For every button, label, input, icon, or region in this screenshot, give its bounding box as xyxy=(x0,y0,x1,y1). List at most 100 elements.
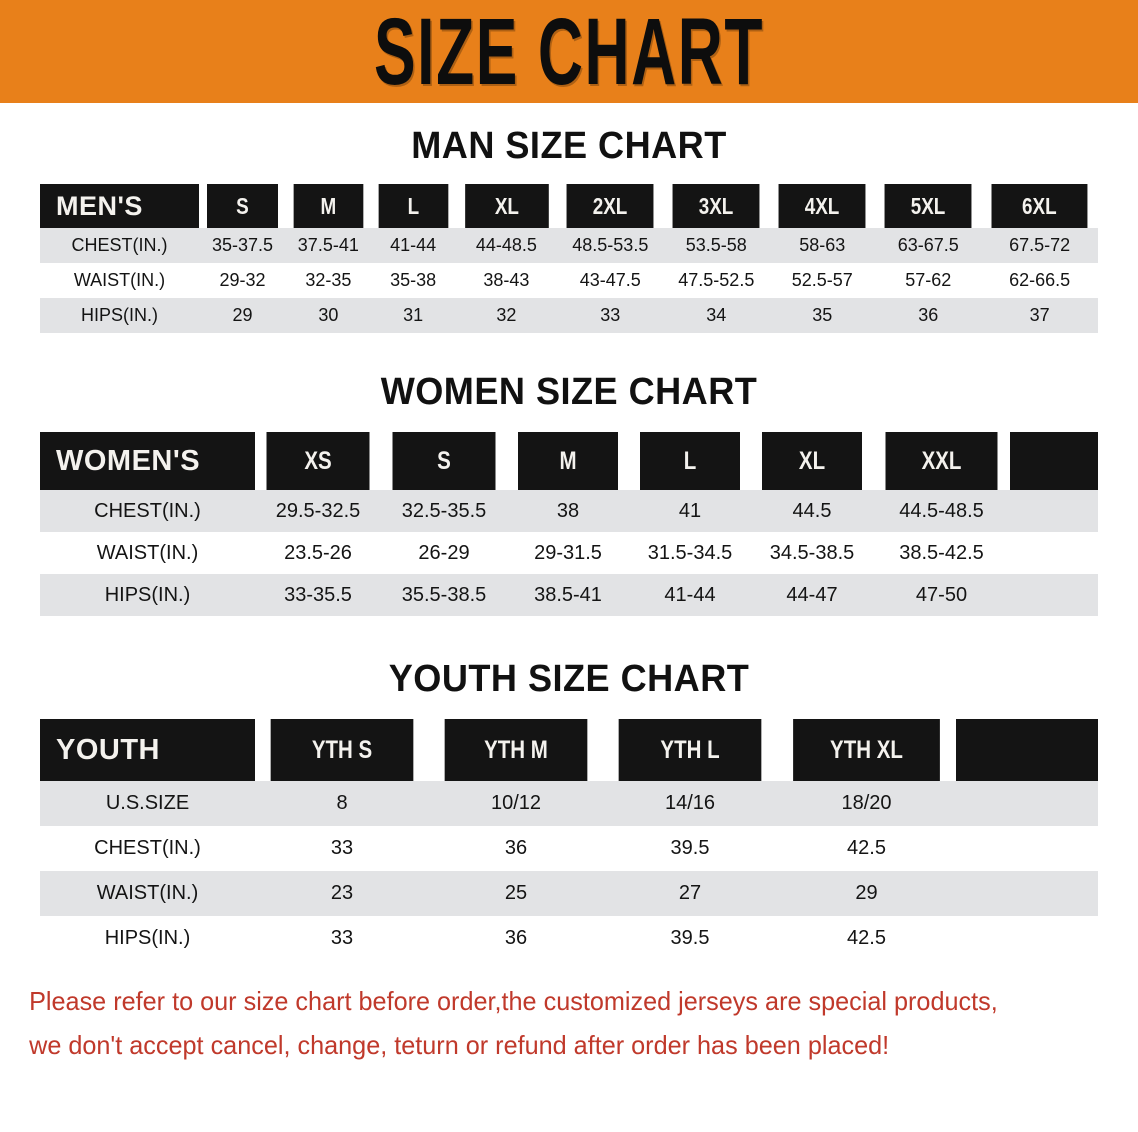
table-cell: 38.5-41 xyxy=(507,574,629,616)
table-cell: 38-43 xyxy=(455,263,558,298)
table-cell: 38 xyxy=(507,490,629,532)
table-row: WAIST(IN.) 29-32 32-35 35-38 38-43 43-47… xyxy=(40,263,1098,298)
table-cell: 35 xyxy=(769,298,876,333)
page-title: SIZE CHART xyxy=(374,0,764,104)
table-cell: 34 xyxy=(663,298,770,333)
table-cell-spacer xyxy=(956,826,1098,871)
man-size-col-3xl: 3XL xyxy=(672,184,760,228)
table-cell: 42.5 xyxy=(777,826,956,871)
table-cell: 44.5-48.5 xyxy=(873,490,1010,532)
table-cell: 31.5-34.5 xyxy=(629,532,751,574)
table-cell: 32.5-35.5 xyxy=(381,490,507,532)
man-row-label-hips: HIPS(IN.) xyxy=(40,298,200,333)
man-size-col-s: S xyxy=(206,184,279,228)
table-cell-spacer xyxy=(1010,532,1098,574)
table-row: HIPS(IN.) 33 36 39.5 42.5 xyxy=(40,916,1098,961)
table-cell: 23.5-26 xyxy=(255,532,381,574)
man-size-col-2xl: 2XL xyxy=(566,184,654,228)
women-size-col-s: S xyxy=(392,432,496,490)
man-size-col-6xl: 6XL xyxy=(991,184,1088,228)
table-row: CHEST(IN.) 35-37.5 37.5-41 41-44 44-48.5… xyxy=(40,228,1098,263)
disclaimer-note: Please refer to our size chart before or… xyxy=(0,979,1104,1067)
youth-size-col-s: YTH S xyxy=(270,719,414,781)
table-cell: 41-44 xyxy=(370,228,456,263)
table-cell: 35-37.5 xyxy=(199,228,286,263)
youth-size-col-xl: YTH XL xyxy=(793,719,940,781)
table-row: CHEST(IN.) 29.5-32.5 32.5-35.5 38 41 44.… xyxy=(40,490,1098,532)
table-cell: 47-50 xyxy=(873,574,1010,616)
table-cell: 36 xyxy=(429,916,603,961)
man-section-title: MAN SIZE CHART xyxy=(411,125,727,167)
table-cell: 29-31.5 xyxy=(507,532,629,574)
table-cell: 8 xyxy=(255,781,429,826)
women-row-label-chest: CHEST(IN.) xyxy=(40,490,255,532)
women-size-col-xs: XS xyxy=(266,432,370,490)
table-cell-spacer xyxy=(956,916,1098,961)
man-row-label-chest: CHEST(IN.) xyxy=(40,228,200,263)
table-cell: 37.5-41 xyxy=(285,228,371,263)
table-cell: 29.5-32.5 xyxy=(255,490,381,532)
disclaimer-line-2: we don't accept cancel, change, teturn o… xyxy=(29,1030,890,1060)
youth-header-row: YOUTH YTH S YTH M YTH L YTH XL xyxy=(40,719,1098,781)
table-cell: 58-63 xyxy=(769,228,876,263)
youth-size-col-m: YTH M xyxy=(444,719,588,781)
man-row-label-waist: WAIST(IN.) xyxy=(40,263,200,298)
women-size-col-xl: XL xyxy=(761,432,863,490)
table-cell: 18/20 xyxy=(777,781,956,826)
table-cell: 30 xyxy=(285,298,371,333)
women-size-col-l: L xyxy=(639,432,741,490)
table-cell: 36 xyxy=(429,826,603,871)
table-cell: 67.5-72 xyxy=(981,228,1098,263)
table-row: U.S.SIZE 8 10/12 14/16 18/20 xyxy=(40,781,1098,826)
women-size-table: WOMEN'S XS S M L XL XXL CHEST(IN.) 29.5-… xyxy=(40,432,1098,616)
table-cell: 29 xyxy=(777,871,956,916)
table-cell: 47.5-52.5 xyxy=(663,263,770,298)
table-cell-spacer xyxy=(956,871,1098,916)
youth-row-label-hips: HIPS(IN.) xyxy=(40,916,255,961)
table-cell: 27 xyxy=(603,871,777,916)
women-row-label-waist: WAIST(IN.) xyxy=(40,532,255,574)
table-cell: 41-44 xyxy=(629,574,751,616)
table-cell: 44-48.5 xyxy=(455,228,558,263)
table-cell-spacer xyxy=(1010,490,1098,532)
women-row-label-hips: HIPS(IN.) xyxy=(40,574,255,616)
youth-header-label: YOUTH xyxy=(40,719,255,781)
table-row: WAIST(IN.) 23 25 27 29 xyxy=(40,871,1098,916)
youth-row-label-us-size: U.S.SIZE xyxy=(40,781,255,826)
women-size-col-xxl: XXL xyxy=(885,432,998,490)
women-section-title: WOMEN SIZE CHART xyxy=(380,371,758,413)
table-cell: 39.5 xyxy=(603,826,777,871)
youth-table-wrapper: YOUTH YTH S YTH M YTH L YTH XL U.S.SIZE … xyxy=(0,719,1138,961)
youth-row-label-chest: CHEST(IN.) xyxy=(40,826,255,871)
table-cell: 33 xyxy=(255,916,429,961)
table-cell: 38.5-42.5 xyxy=(873,532,1010,574)
table-cell: 44-47 xyxy=(751,574,873,616)
table-cell: 33-35.5 xyxy=(255,574,381,616)
women-table-wrapper: WOMEN'S XS S M L XL XXL CHEST(IN.) 29.5-… xyxy=(0,432,1138,616)
youth-size-table: YOUTH YTH S YTH M YTH L YTH XL U.S.SIZE … xyxy=(40,719,1098,961)
table-cell: 32 xyxy=(455,298,558,333)
table-cell: 35.5-38.5 xyxy=(381,574,507,616)
man-size-col-xl: XL xyxy=(464,184,549,228)
women-header-label: WOMEN'S xyxy=(40,432,255,490)
women-header-spacer xyxy=(1010,432,1098,490)
youth-size-col-l: YTH L xyxy=(618,719,762,781)
table-cell: 23 xyxy=(255,871,429,916)
man-header-label: MEN'S xyxy=(40,184,200,228)
women-size-col-m: M xyxy=(517,432,619,490)
table-cell: 35-38 xyxy=(370,263,456,298)
man-size-col-m: M xyxy=(293,184,364,228)
man-size-col-4xl: 4XL xyxy=(778,184,866,228)
table-cell: 53.5-58 xyxy=(663,228,770,263)
page-banner: SIZE CHART xyxy=(0,0,1138,103)
table-cell: 32-35 xyxy=(285,263,371,298)
table-cell: 10/12 xyxy=(429,781,603,826)
youth-row-label-waist: WAIST(IN.) xyxy=(40,871,255,916)
table-cell: 63-67.5 xyxy=(875,228,982,263)
table-cell: 52.5-57 xyxy=(769,263,876,298)
table-cell-spacer xyxy=(1010,574,1098,616)
disclaimer-line-1: Please refer to our size chart before or… xyxy=(29,986,998,1016)
man-header-row: MEN'S S M L XL 2XL 3XL 4XL 5XL 6XL xyxy=(40,184,1098,228)
table-cell: 29 xyxy=(199,298,286,333)
table-row: CHEST(IN.) 33 36 39.5 42.5 xyxy=(40,826,1098,871)
